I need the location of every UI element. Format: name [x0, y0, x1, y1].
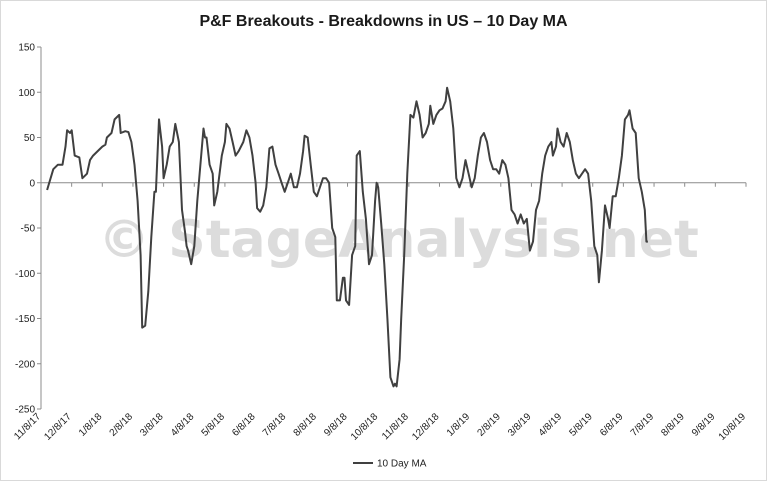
x-tick-label: 2/8/19 [475, 411, 503, 439]
x-tick-label: 10/8/18 [349, 411, 381, 443]
x-tick-label: 1/8/19 [445, 411, 473, 439]
x-tick-label: 9/8/18 [322, 411, 350, 439]
x-tick-label: 7/8/19 [629, 411, 657, 439]
x-tick-label: 8/8/19 [659, 411, 687, 439]
y-tick-label: -50 [21, 224, 36, 235]
watermark-text: © StageAnalysis.net [98, 210, 699, 270]
x-tick-label: 7/8/18 [261, 411, 289, 439]
series-line [46, 86, 648, 388]
x-tick-label: 10/8/19 [717, 411, 749, 443]
x-tick-label: 12/8/17 [42, 411, 74, 443]
x-tick-label: 5/8/18 [200, 411, 228, 439]
watermark: © StageAnalysis.net [98, 210, 699, 270]
x-tick-label: 1/8/18 [77, 411, 105, 439]
y-tick-label: 150 [18, 43, 35, 54]
chart-title: P&F Breakouts - Breakdowns in US – 10 Da… [199, 13, 568, 30]
y-tick-label: 50 [24, 133, 36, 144]
x-tick-label: 6/8/18 [230, 411, 258, 439]
x-tick-label: 11/8/18 [380, 411, 411, 442]
x-tick-label: 2/8/18 [108, 411, 136, 439]
y-tick-label: 100 [18, 88, 35, 99]
y-tick-label: -250 [15, 405, 35, 416]
x-tick-label: 6/8/19 [598, 411, 626, 439]
x-tick-label: 9/8/19 [690, 411, 718, 439]
x-tick-label: 3/8/18 [138, 411, 166, 439]
x-tick-label: 4/8/19 [537, 411, 565, 439]
y-tick-label: -200 [15, 359, 35, 370]
y-tick-label: -150 [15, 314, 35, 325]
x-tick-label: 5/8/19 [567, 411, 595, 439]
series-lines [46, 86, 648, 388]
y-tick-label: 0 [29, 178, 35, 189]
x-tick-label: 3/8/19 [506, 411, 534, 439]
legend-label: 10 Day MA [377, 459, 427, 470]
x-tick-label: 12/8/18 [410, 411, 442, 443]
y-tick-label: -100 [15, 269, 35, 280]
x-tick-label: 8/8/18 [292, 411, 320, 439]
x-tick-label: 4/8/18 [169, 411, 197, 439]
legend: 10 Day MA [353, 459, 427, 470]
x-tick-label: 11/8/17 [12, 411, 43, 442]
